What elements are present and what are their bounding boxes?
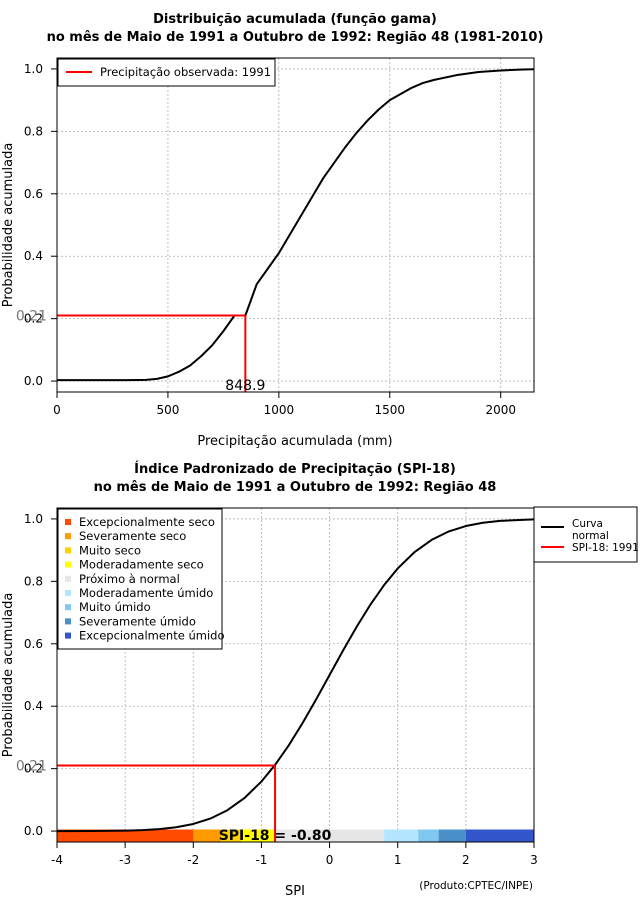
y-tick-label: 0.0 bbox=[24, 824, 43, 838]
chart2-category-bar bbox=[57, 829, 534, 842]
category-legend-label: Severamente seco bbox=[79, 529, 186, 543]
chart1-legend-label: Precipitação observada: 1991 bbox=[100, 65, 271, 79]
chart2-x-axis: -4 -3 -2 -1 0 1 2 3 bbox=[51, 842, 538, 867]
chart1-legend: Precipitação observada: 1991 bbox=[57, 58, 276, 87]
category-legend-label: Muito úmido bbox=[79, 600, 151, 614]
x-tick-label: 2 bbox=[462, 853, 470, 867]
line-legend-label: SPI-18: 1991 bbox=[572, 542, 639, 554]
chart2-y-axis: 0.0 0.2 0.4 0.6 0.8 1.0 bbox=[24, 512, 57, 838]
category-bar-segment bbox=[384, 829, 419, 842]
category-legend-swatch bbox=[65, 604, 71, 611]
chart-spi-normal-cdf: Índice Padronizado de Precipitação (SPI-… bbox=[1, 461, 639, 899]
chart-gamma-cdf: Distribuição acumulada (função gama) no … bbox=[1, 12, 543, 449]
marker-x-label: 848.9 bbox=[225, 378, 265, 394]
category-legend-swatch bbox=[65, 618, 71, 625]
category-bar-segment bbox=[240, 829, 276, 842]
category-bar-segment bbox=[438, 829, 466, 842]
y-tick-label: 0.4 bbox=[24, 249, 43, 263]
y-tick-label: 0.8 bbox=[24, 124, 43, 138]
x-tick-label: -1 bbox=[255, 853, 267, 867]
x-tick-label: 1500 bbox=[375, 403, 406, 417]
category-legend-swatch bbox=[65, 632, 71, 639]
y-tick-label: 0.2 bbox=[24, 762, 43, 776]
category-legend-swatch bbox=[65, 561, 71, 568]
chart2-line-legend-box bbox=[533, 506, 638, 563]
x-tick-label: 0 bbox=[53, 403, 61, 417]
chart1-subtitle: no mês de Maio de 1991 a Outubro de 1992… bbox=[47, 30, 544, 45]
chart1-plot-area: 0.21 848.9 bbox=[16, 68, 535, 394]
chart2-title: Índice Padronizado de Precipitação (SPI-… bbox=[134, 461, 456, 477]
chart2-category-legend-box bbox=[57, 508, 223, 650]
marker-y-label: 0.21 bbox=[16, 759, 47, 775]
x-tick-label: 2000 bbox=[485, 403, 516, 417]
chart2-credit: (Produto:CPTEC/INPE) bbox=[419, 880, 533, 892]
chart1-y-axis: 0.0 0.2 0.4 0.6 0.8 1.0 bbox=[24, 62, 57, 388]
chart2-frame bbox=[56, 507, 535, 843]
spi-value-label: SPI-18 = -0.80 bbox=[219, 828, 332, 844]
x-tick-label: -3 bbox=[119, 853, 131, 867]
cdf-curve bbox=[56, 518, 535, 833]
line-legend-label: normal bbox=[572, 530, 609, 542]
y-tick-label: 0.6 bbox=[24, 637, 43, 651]
line-legend-label: Curva bbox=[572, 518, 603, 530]
chart2-plot-area: 0.21 SPI-18 = -0.80 bbox=[16, 518, 535, 844]
category-legend-label: Moderadamente seco bbox=[79, 558, 204, 572]
y-tick-label: 0.8 bbox=[24, 574, 43, 588]
x-tick-label: 1 bbox=[394, 853, 402, 867]
y-tick-label: 1.0 bbox=[24, 512, 43, 526]
chart2-subtitle: no mês de Maio de 1991 a Outubro de 1992… bbox=[94, 480, 497, 495]
category-bar-segment bbox=[220, 829, 241, 842]
category-legend-swatch bbox=[65, 590, 71, 596]
cdf-curve bbox=[57, 68, 535, 382]
chart1-x-label: Precipitação acumulada (mm) bbox=[197, 434, 392, 449]
category-legend-label: Severamente úmido bbox=[79, 614, 196, 628]
category-legend-label: Moderadamente úmido bbox=[79, 586, 213, 600]
chart1-x-axis: 0 500 1000 1500 2000 bbox=[53, 392, 516, 417]
chart1-grid bbox=[57, 58, 534, 392]
chart1-title: Distribuição acumulada (função gama) bbox=[153, 12, 437, 27]
y-tick-label: 1.0 bbox=[24, 62, 43, 76]
y-tick-label: 0.0 bbox=[24, 374, 43, 388]
category-bar-segment bbox=[275, 829, 385, 842]
marker-y-label: 0.21 bbox=[16, 309, 47, 325]
x-tick-label: 0 bbox=[326, 853, 334, 867]
category-legend-label: Próximo à normal bbox=[79, 572, 180, 586]
chart1-legend-box bbox=[57, 58, 276, 87]
category-bar-segment bbox=[193, 829, 221, 842]
chart2-x-label: SPI bbox=[285, 884, 305, 899]
y-tick-label: 0.2 bbox=[24, 312, 43, 326]
chart2-y-label: Probabilidade acumulada bbox=[1, 593, 16, 758]
category-legend-swatch bbox=[65, 575, 71, 582]
category-legend-label: Excepcionalmente úmido bbox=[79, 629, 224, 643]
x-tick-label: 3 bbox=[530, 853, 538, 867]
y-tick-label: 0.4 bbox=[24, 699, 43, 713]
chart1-frame bbox=[56, 57, 535, 393]
category-legend-label: Excepcionalmente seco bbox=[79, 515, 215, 529]
category-bar-segment bbox=[57, 829, 194, 842]
category-legend-swatch bbox=[65, 547, 71, 554]
x-tick-label: 500 bbox=[156, 403, 179, 417]
chart1-y-label: Probabilidade acumulada bbox=[1, 143, 16, 308]
category-legend-swatch bbox=[65, 533, 71, 540]
x-tick-label: 1000 bbox=[264, 403, 295, 417]
category-legend-swatch bbox=[65, 519, 71, 525]
category-bar-segment bbox=[465, 829, 534, 842]
x-tick-label: -2 bbox=[187, 853, 199, 867]
category-legend-label: Muito seco bbox=[79, 543, 141, 557]
category-bar-segment bbox=[418, 829, 439, 842]
y-tick-label: 0.6 bbox=[24, 187, 43, 201]
x-tick-label: -4 bbox=[51, 853, 63, 867]
